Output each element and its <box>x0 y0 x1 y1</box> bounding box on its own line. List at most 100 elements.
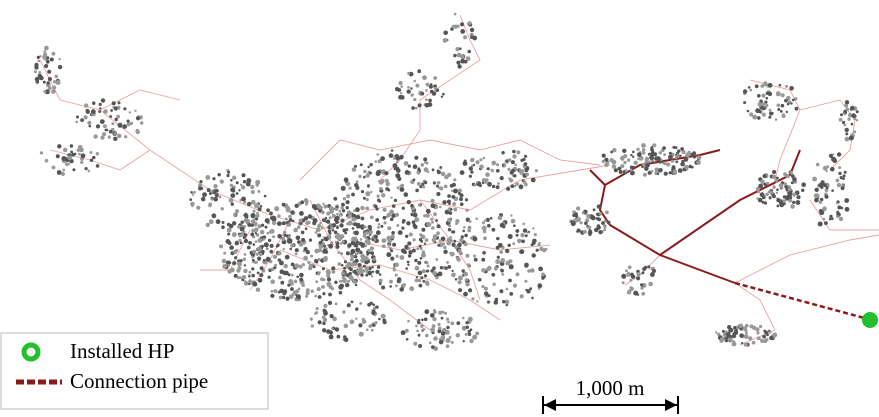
building-dot <box>516 234 519 237</box>
building-dot <box>109 130 113 134</box>
building-dot <box>240 259 243 262</box>
building-dot <box>67 155 72 160</box>
building-dot <box>761 201 764 204</box>
building-dot <box>659 161 662 164</box>
building-dot <box>513 224 516 227</box>
building-dot <box>432 91 437 96</box>
building-dot <box>464 242 468 246</box>
building-dot <box>313 218 318 223</box>
building-dot <box>437 323 440 326</box>
building-dot <box>301 231 305 235</box>
building-dot <box>96 152 99 155</box>
building-dot <box>413 178 416 181</box>
building-dot <box>525 173 529 177</box>
building-dot <box>308 214 312 218</box>
building-dot <box>264 195 267 198</box>
building-dot <box>473 164 475 166</box>
building-dot <box>663 162 667 166</box>
building-dot <box>506 288 509 291</box>
building-dot <box>296 276 299 279</box>
building-dot <box>780 110 783 113</box>
building-dot <box>668 155 673 160</box>
building-dot <box>418 344 422 348</box>
building-dot <box>387 226 391 230</box>
building-dot <box>413 342 417 346</box>
building-dot <box>673 171 678 176</box>
building-dot <box>446 338 451 343</box>
building-dot <box>396 161 399 164</box>
building-dot <box>419 185 422 188</box>
building-dot <box>413 213 418 218</box>
building-dot <box>814 198 819 203</box>
building-dot <box>785 85 788 88</box>
building-dot <box>472 237 477 242</box>
building-dot <box>443 246 446 249</box>
building-dot <box>101 98 105 102</box>
building-dot <box>418 319 421 322</box>
building-dot <box>527 269 530 272</box>
building-dot <box>255 232 257 234</box>
building-dot <box>347 303 351 307</box>
building-dot <box>279 261 284 266</box>
building-dot <box>509 264 514 269</box>
building-dot <box>777 108 780 111</box>
building-dot <box>213 197 218 202</box>
building-dot <box>57 144 61 148</box>
building-dot <box>636 276 640 280</box>
building-dot <box>484 219 487 222</box>
building-dot <box>450 208 453 211</box>
building-dot <box>343 277 346 280</box>
building-dot <box>684 165 688 169</box>
building-dot <box>450 322 454 326</box>
building-dot <box>369 163 372 166</box>
building-dot <box>336 213 339 216</box>
building-dot <box>521 240 525 244</box>
building-dot <box>394 167 397 170</box>
building-dot <box>487 167 490 170</box>
building-dot <box>310 318 313 321</box>
building-dot <box>44 46 48 50</box>
building-dot <box>466 326 469 329</box>
building-dot <box>48 86 52 90</box>
building-dot <box>235 209 239 213</box>
building-dot <box>426 162 429 165</box>
building-dot <box>596 213 599 216</box>
building-dot <box>475 332 479 336</box>
building-dot <box>436 185 439 188</box>
building-dot <box>127 122 131 126</box>
building-dot <box>278 276 282 280</box>
building-dot <box>377 199 380 202</box>
building-dot <box>285 218 288 221</box>
building-dot <box>271 290 274 293</box>
building-dot <box>274 206 279 211</box>
building-dot <box>377 265 380 268</box>
building-dot <box>266 208 270 212</box>
building-dot <box>360 251 363 254</box>
building-dot <box>524 183 528 187</box>
building-dot <box>328 244 333 249</box>
building-dot <box>788 187 792 191</box>
building-dot <box>405 267 408 270</box>
building-dot <box>38 74 42 78</box>
building-dot <box>286 234 289 237</box>
building-dot <box>90 159 93 162</box>
building-dot <box>442 242 445 245</box>
building-dot <box>680 147 684 151</box>
building-dot <box>347 243 351 247</box>
building-dot <box>801 189 804 192</box>
building-dot <box>318 320 322 324</box>
building-dot <box>322 322 325 325</box>
building-dot <box>470 237 473 240</box>
building-dot <box>261 224 264 227</box>
building-dot <box>641 271 644 274</box>
building-dot <box>338 262 342 266</box>
building-dot <box>322 203 324 205</box>
building-dot <box>375 218 379 222</box>
building-dot <box>465 321 468 324</box>
building-dot <box>336 206 338 208</box>
building-dot <box>62 169 65 172</box>
building-dot <box>80 161 83 164</box>
building-dot <box>470 171 473 174</box>
building-dot <box>775 179 778 182</box>
building-dot <box>424 318 428 322</box>
